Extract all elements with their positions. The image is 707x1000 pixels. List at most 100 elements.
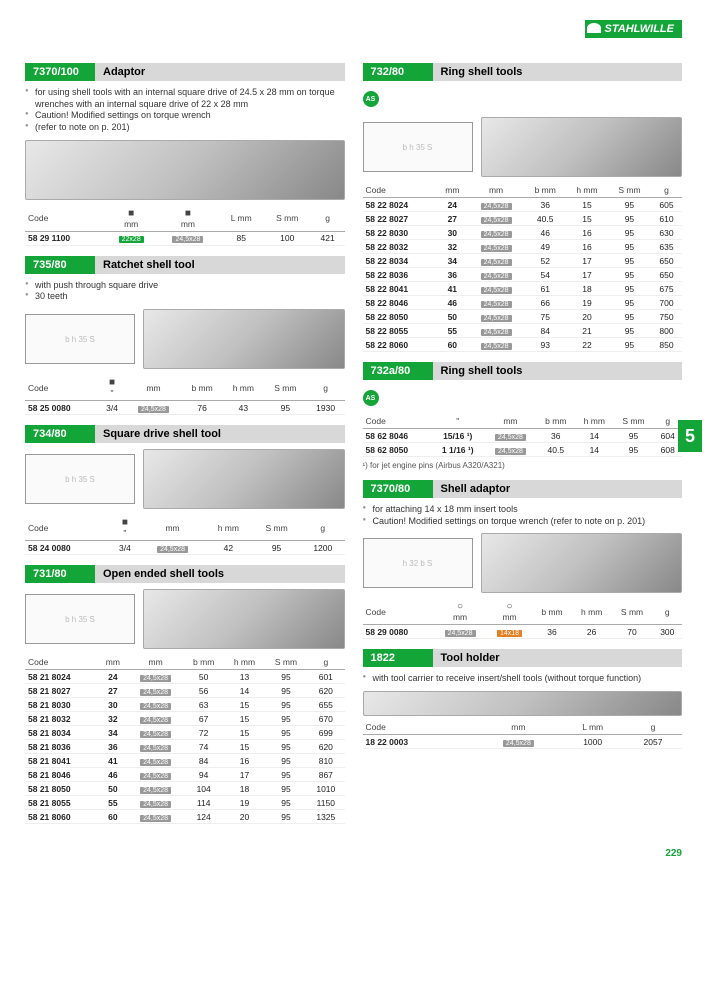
section-title: Open ended shell tools [95,565,345,583]
col-header: ■mm [157,206,219,232]
col-header: " [431,414,484,429]
col-header: Code [363,720,476,735]
feature-item: with tool carrier to receive insert/shel… [363,673,683,685]
col-header: mm [128,655,183,670]
col-header: mm [475,720,561,735]
section-code: 1822 [363,649,433,667]
left-column: 7370/100 Adaptor for using shell tools w… [25,53,345,828]
spec-table: Code ■" mm h mm S mm g 58 24 0080 3/4 24… [25,515,345,555]
col-header: b mm [181,375,222,401]
table-row: 58 24 0080 3/4 24,5x28 42 95 1200 [25,541,345,555]
feature-item: for attaching 14 x 18 mm insert tools [363,504,683,516]
col-header: S mm [264,375,307,401]
section-code: 732/80 [363,63,433,81]
feature-list: for attaching 14 x 18 mm insert tools Ca… [363,504,683,527]
table-row: 58 22 80272724,5x2840.51595610 [363,212,683,226]
table-row: 58 21 80272724,5x28561495620 [25,684,345,698]
table-row: 58 21 80303024,5x28631595655 [25,698,345,712]
section-header: 731/80 Open ended shell tools [25,565,345,583]
col-header: h mm [572,599,612,625]
section-title: Ring shell tools [433,63,683,81]
spec-table: Code ■mm ■mm L mm S mm g 58 29 1100 22x2… [25,206,345,246]
col-header: h mm [566,183,608,198]
col-header: ○mm [433,599,487,625]
table-row: 58 22 80242424,5x28361595605 [363,198,683,212]
table-row: 58 21 80323224,5x28671595670 [25,712,345,726]
table-row: 58 22 80343424,5x28521795650 [363,254,683,268]
spec-table: Code mm mm b mm h mm S mm g 58 22 802424… [363,183,683,352]
col-header: h mm [224,655,265,670]
col-header: g [653,599,682,625]
spec-table: Code " mm b mm h mm S mm g 58 62 804615/… [363,414,683,457]
feature-item: with push through square drive [25,280,345,292]
as-badge-icon: AS [363,91,379,107]
section-code: 731/80 [25,565,95,583]
page-number: 229 [25,848,682,859]
col-header: Code [363,599,434,625]
col-header: b mm [183,655,224,670]
product-photo [143,449,345,509]
product-photo [481,533,683,593]
feature-list: for using shell tools with an internal s… [25,87,345,134]
col-header: Code [25,375,99,401]
table-row: 58 22 80363624,5x28541795650 [363,268,683,282]
table-row: 58 21 80505024,5x2810418951010 [25,782,345,796]
section-header: 734/80 Square drive shell tool [25,425,345,443]
table-row: 58 21 80555524,5x2811419951150 [25,796,345,810]
section-title: Ring shell tools [433,362,683,380]
header: STAHLWILLE [25,20,682,38]
col-header: g [301,515,344,541]
col-header: S mm [608,183,651,198]
section-tab: 5 [678,420,702,452]
table-row: 58 22 80555524,5x28842195800 [363,324,683,338]
product-photo [25,140,345,200]
right-column: 732/80 Ring shell tools AS b h 35 S Code… [363,53,683,828]
col-header: g [651,183,682,198]
dimension-diagram: b h 35 S [25,454,135,504]
col-header: Code [25,655,98,670]
section-code: 734/80 [25,425,95,443]
feature-list: with tool carrier to receive insert/shel… [363,673,683,685]
col-header: g [307,375,345,401]
section-code: 7370/100 [25,63,95,81]
dimension-diagram: b h 35 S [363,122,473,172]
table-row: 58 21 80414124,5x28841695810 [25,754,345,768]
section-header: 735/80 Ratchet shell tool [25,256,345,274]
col-header: S mm [614,414,654,429]
col-header: mm [484,414,536,429]
dimension-diagram: b h 35 S [25,594,135,644]
dimension-diagram: b h 35 S [25,314,135,364]
table-row: 58 21 80242424,5x28501395601 [25,670,345,684]
section-title: Tool holder [433,649,683,667]
section-code: 732a/80 [363,362,433,380]
spec-table: Code ○mm ○mm b mm h mm S mm g 58 29 0080… [363,599,683,639]
table-row: 18 22 0003 24,5x28 1000 2057 [363,735,683,749]
col-header: mm [437,183,468,198]
table-row: 58 22 80323224,5x28491695635 [363,240,683,254]
product-photo [143,589,345,649]
section-header: 7370/100 Adaptor [25,63,345,81]
col-header: L mm [561,720,624,735]
col-header: b mm [537,414,576,429]
table-row: 58 29 0080 24,5x28 14x18 36 26 70 300 [363,625,683,639]
table-row: 58 21 80363624,5x28741595620 [25,740,345,754]
section-code: 7370/80 [363,480,433,498]
section-title: Adaptor [95,63,345,81]
col-header: ■" [99,375,126,401]
col-header: L mm [219,206,264,232]
feature-item: (refer to note on p. 201) [25,122,345,134]
col-header: h mm [205,515,252,541]
col-header: ■mm [105,206,157,232]
col-header: Code [363,414,432,429]
table-row: 58 21 80606024,5x2812420951325 [25,810,345,824]
table-row: 58 25 0080 3/4 24,5x28 76 43 95 1930 [25,401,345,415]
section-title: Shell adaptor [433,480,683,498]
col-header: mm [126,375,182,401]
col-header: S mm [265,655,307,670]
table-row: 58 22 80505024,5x28752095750 [363,310,683,324]
product-photo [363,691,683,716]
col-header: Code [363,183,437,198]
brand-logo: STAHLWILLE [585,20,682,38]
table-row: 58 22 80303024,5x28461695630 [363,226,683,240]
table-row: 58 22 80464624,5x28661995700 [363,296,683,310]
